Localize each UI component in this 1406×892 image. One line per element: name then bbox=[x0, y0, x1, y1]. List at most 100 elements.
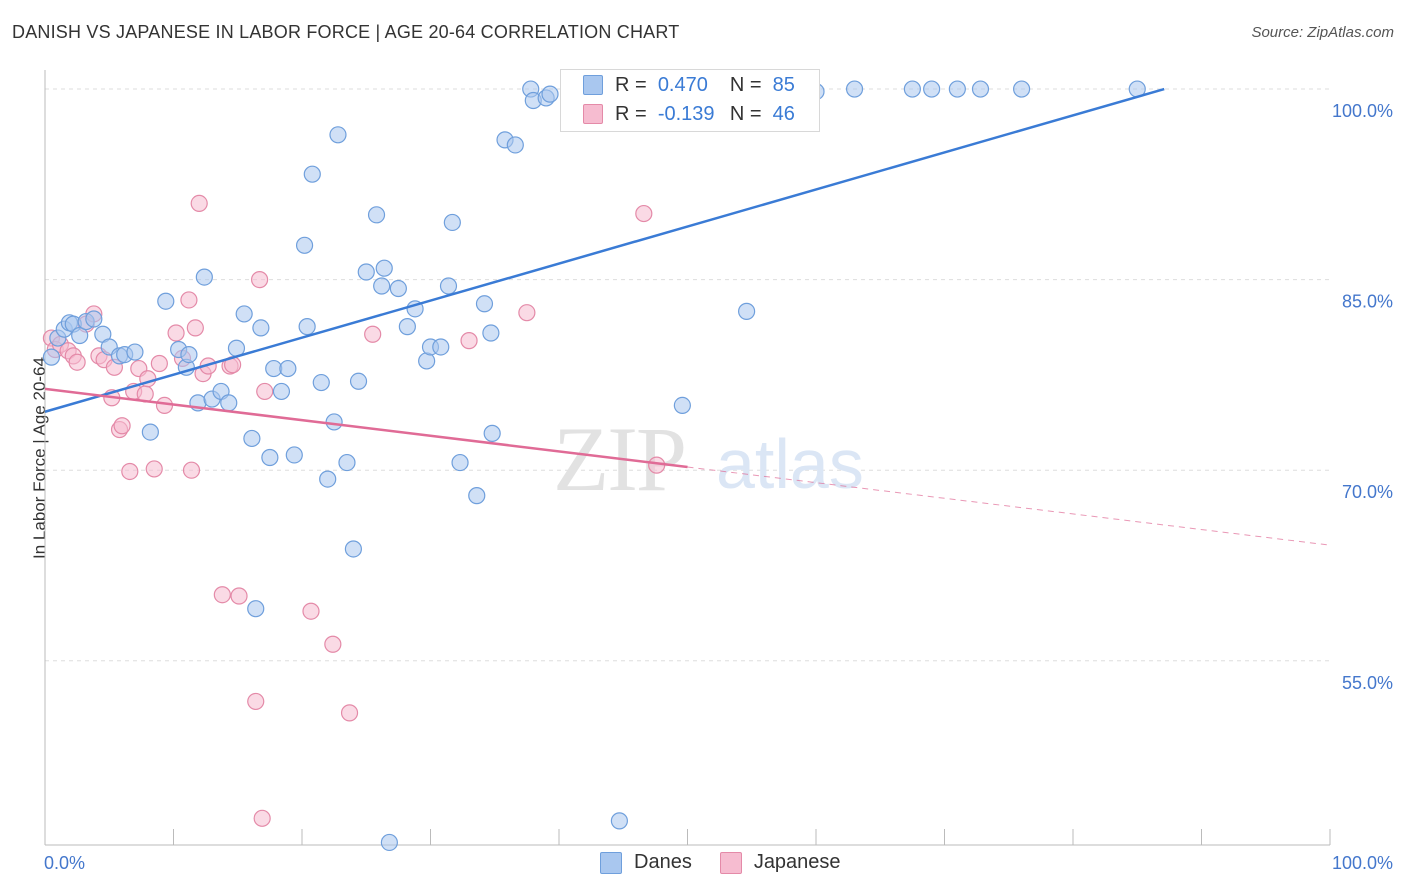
danes-point bbox=[398, 318, 416, 336]
japanese-point bbox=[324, 635, 342, 653]
japanese-point bbox=[460, 332, 478, 350]
y-tick-label: 55.0% bbox=[1342, 673, 1393, 693]
danes-point bbox=[443, 213, 461, 232]
danes-n-value: 85 bbox=[772, 73, 795, 96]
danes-point bbox=[541, 85, 559, 103]
danes-legend-label: Danes bbox=[634, 851, 692, 873]
danes-swatch bbox=[583, 75, 603, 95]
legend-row-danes: R = 0.470 N = 85 bbox=[583, 72, 795, 98]
legend-row-japanese: R = -0.139 N = 46 bbox=[583, 101, 795, 127]
japanese-n-value: 46 bbox=[772, 102, 795, 125]
danes-point bbox=[380, 833, 398, 852]
japanese-point bbox=[364, 325, 382, 343]
danes-point bbox=[329, 126, 347, 144]
japanese-point bbox=[186, 319, 204, 337]
danes-point bbox=[235, 305, 253, 323]
danes-point bbox=[389, 279, 407, 298]
danes-point bbox=[468, 487, 486, 505]
danes-legend-swatch bbox=[600, 851, 622, 874]
watermark-atlas: atlas bbox=[716, 425, 864, 503]
danes-point bbox=[432, 338, 450, 356]
japanese-point bbox=[213, 586, 231, 604]
danes-point bbox=[451, 453, 469, 472]
japanese-point bbox=[145, 460, 163, 478]
danes-point bbox=[439, 277, 458, 295]
danes-point bbox=[71, 326, 89, 345]
danes-point bbox=[279, 359, 297, 378]
danes-point bbox=[367, 206, 386, 224]
y-tick-label: 85.0% bbox=[1342, 292, 1393, 312]
japanese-n-label: N = bbox=[729, 102, 762, 125]
japanese-point bbox=[190, 194, 208, 213]
danes-point bbox=[610, 812, 628, 830]
japanese-r-value: -0.139 bbox=[657, 102, 715, 125]
danes-point bbox=[344, 540, 362, 558]
y-tick-label: 100.0% bbox=[1332, 101, 1393, 121]
japanese-point bbox=[518, 304, 536, 322]
danes-point bbox=[971, 80, 990, 98]
danes-point bbox=[157, 292, 175, 310]
japanese-point bbox=[150, 354, 168, 373]
y-tick-label: 70.0% bbox=[1342, 482, 1393, 502]
danes-point bbox=[475, 295, 494, 313]
danes-point bbox=[948, 80, 966, 98]
japanese-swatch bbox=[583, 104, 603, 124]
japanese-legend-label: Japanese bbox=[753, 851, 841, 873]
source-label: Source: ZipAtlas.com bbox=[1251, 24, 1394, 41]
danes-point bbox=[338, 453, 356, 472]
danes-n-label: N = bbox=[729, 73, 762, 96]
danes-point bbox=[1012, 80, 1031, 98]
danes-point bbox=[295, 236, 314, 254]
danes-point bbox=[357, 263, 375, 281]
japanese-point bbox=[635, 204, 653, 223]
japanese-point bbox=[247, 692, 265, 711]
danes-r-label: R = bbox=[615, 73, 647, 96]
danes-point bbox=[126, 343, 144, 361]
danes-point bbox=[483, 424, 501, 442]
japanese-point bbox=[180, 291, 198, 309]
danes-point bbox=[325, 413, 343, 431]
japanese-point bbox=[230, 587, 248, 605]
danes-point bbox=[42, 348, 61, 366]
danes-point bbox=[243, 429, 261, 448]
danes-point bbox=[845, 80, 864, 98]
danes-point bbox=[738, 302, 756, 320]
chart-title: DANISH VS JAPANESE IN LABOR FORCE | AGE … bbox=[12, 22, 680, 42]
japanese-point bbox=[340, 704, 359, 722]
japanese-point bbox=[68, 353, 86, 371]
japanese-point bbox=[167, 324, 185, 342]
danes-point bbox=[195, 268, 213, 286]
danes-r-value: 0.470 bbox=[657, 73, 708, 96]
x-tick-label: 0.0% bbox=[44, 853, 85, 873]
japanese-trendline bbox=[44, 387, 688, 469]
danes-point bbox=[319, 470, 337, 488]
danes-point bbox=[141, 423, 159, 441]
danes-point bbox=[247, 600, 265, 618]
danes-trendline bbox=[44, 87, 1165, 413]
danes-point bbox=[923, 80, 941, 98]
danes-point bbox=[85, 310, 103, 328]
series-legend: Danes Japanese bbox=[600, 851, 841, 874]
danes-point bbox=[220, 394, 238, 412]
japanese-r-label: R = bbox=[615, 102, 647, 125]
danes-point bbox=[482, 324, 500, 342]
japanese-legend-swatch bbox=[719, 851, 742, 874]
danes-point bbox=[180, 345, 198, 364]
japanese-point bbox=[253, 809, 271, 827]
japanese-point bbox=[155, 396, 174, 415]
japanese-trendline-extension bbox=[687, 466, 1331, 546]
danes-point bbox=[349, 372, 368, 390]
danes-point bbox=[375, 259, 393, 277]
danes-point bbox=[252, 319, 270, 337]
danes-point bbox=[903, 80, 921, 98]
japanese-point bbox=[256, 382, 274, 401]
japanese-point bbox=[113, 417, 131, 435]
danes-point bbox=[298, 318, 316, 336]
japanese-point bbox=[302, 602, 320, 620]
danes-point bbox=[303, 165, 321, 183]
x-tick-label: 100.0% bbox=[1332, 853, 1393, 873]
japanese-point bbox=[121, 462, 139, 481]
japanese-point bbox=[182, 461, 201, 479]
danes-point bbox=[673, 396, 691, 415]
